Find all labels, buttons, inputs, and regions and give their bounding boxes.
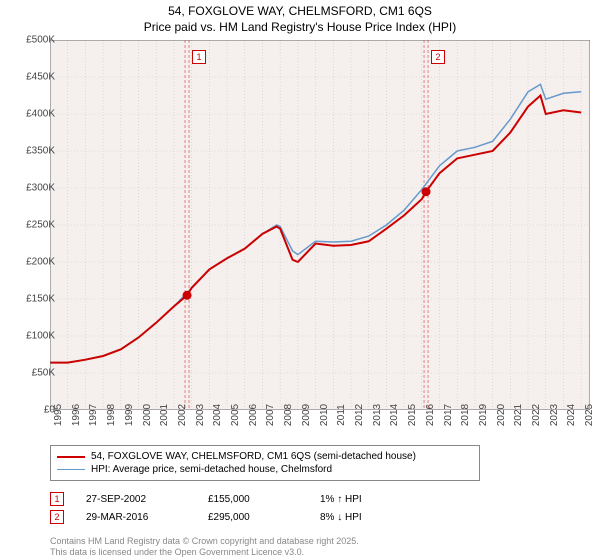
legend-label: HPI: Average price, semi-detached house,… [91, 464, 332, 475]
x-tick-label: 2024 [566, 404, 577, 426]
x-tick-label: 2004 [212, 404, 223, 426]
x-tick-label: 2025 [584, 404, 595, 426]
x-tick-label: 2016 [425, 404, 436, 426]
copyright-line-1: Contains HM Land Registry data © Crown c… [50, 536, 359, 547]
transaction-price: £155,000 [208, 494, 298, 505]
x-tick-label: 2022 [531, 404, 542, 426]
transaction-row: 2 29-MAR-2016 £295,000 8% ↓ HPI [50, 508, 590, 526]
y-tick-label: £150K [5, 294, 55, 305]
x-tick-label: 2000 [142, 404, 153, 426]
x-tick-label: 2018 [460, 404, 471, 426]
legend: 54, FOXGLOVE WAY, CHELMSFORD, CM1 6QS (s… [50, 445, 480, 481]
x-tick-label: 2014 [389, 404, 400, 426]
y-tick-label: £300K [5, 183, 55, 194]
title-line-2: Price paid vs. HM Land Registry's House … [0, 20, 600, 36]
transaction-delta: 8% ↓ HPI [320, 512, 362, 523]
y-tick-label: £450K [5, 72, 55, 83]
x-tick-label: 2011 [336, 404, 347, 426]
x-tick-label: 2023 [549, 404, 560, 426]
legend-label: 54, FOXGLOVE WAY, CHELMSFORD, CM1 6QS (s… [91, 451, 416, 462]
x-tick-label: 2012 [354, 404, 365, 426]
x-tick-label: 2003 [195, 404, 206, 426]
x-tick-label: 2021 [513, 404, 524, 426]
copyright: Contains HM Land Registry data © Crown c… [50, 536, 359, 558]
y-tick-label: £200K [5, 257, 55, 268]
copyright-line-2: This data is licensed under the Open Gov… [50, 547, 359, 558]
x-tick-label: 2002 [177, 404, 188, 426]
x-tick-label: 1996 [71, 404, 82, 426]
transaction-date: 29-MAR-2016 [86, 512, 186, 523]
chart-area [50, 40, 590, 410]
chart-svg [50, 40, 590, 410]
x-tick-label: 2001 [159, 404, 170, 426]
y-tick-label: £350K [5, 146, 55, 157]
x-tick-label: 2020 [496, 404, 507, 426]
y-tick-label: £400K [5, 109, 55, 120]
x-tick-label: 2007 [265, 404, 276, 426]
transaction-marker-box: 1 [50, 492, 64, 506]
title-line-1: 54, FOXGLOVE WAY, CHELMSFORD, CM1 6QS [0, 4, 600, 20]
transaction-price: £295,000 [208, 512, 298, 523]
x-tick-label: 2013 [372, 404, 383, 426]
x-tick-label: 2009 [301, 404, 312, 426]
legend-item: HPI: Average price, semi-detached house,… [57, 463, 473, 476]
x-tick-label: 2017 [443, 404, 454, 426]
x-tick-label: 2008 [283, 404, 294, 426]
y-tick-label: £250K [5, 220, 55, 231]
transaction-row: 1 27-SEP-2002 £155,000 1% ↑ HPI [50, 490, 590, 508]
x-tick-label: 1998 [106, 404, 117, 426]
y-tick-label: £500K [5, 35, 55, 46]
legend-swatch [57, 456, 85, 458]
x-tick-label: 2019 [478, 404, 489, 426]
x-tick-label: 2010 [319, 404, 330, 426]
marker-dot [183, 291, 192, 300]
legend-item: 54, FOXGLOVE WAY, CHELMSFORD, CM1 6QS (s… [57, 450, 473, 463]
x-tick-label: 2006 [248, 404, 259, 426]
x-tick-label: 1997 [88, 404, 99, 426]
marker-label-box: 2 [431, 50, 445, 64]
y-tick-label: £50K [5, 368, 55, 379]
x-tick-label: 2015 [407, 404, 418, 426]
y-tick-label: £100K [5, 331, 55, 342]
marker-dot [422, 187, 431, 196]
transactions-table: 1 27-SEP-2002 £155,000 1% ↑ HPI 2 29-MAR… [50, 490, 590, 526]
transaction-marker-box: 2 [50, 510, 64, 524]
y-tick-label: £0 [5, 405, 55, 416]
marker-label-box: 1 [192, 50, 206, 64]
x-tick-label: 2005 [230, 404, 241, 426]
transaction-date: 27-SEP-2002 [86, 494, 186, 505]
legend-swatch [57, 469, 85, 471]
transaction-delta: 1% ↑ HPI [320, 494, 362, 505]
x-tick-label: 1999 [124, 404, 135, 426]
